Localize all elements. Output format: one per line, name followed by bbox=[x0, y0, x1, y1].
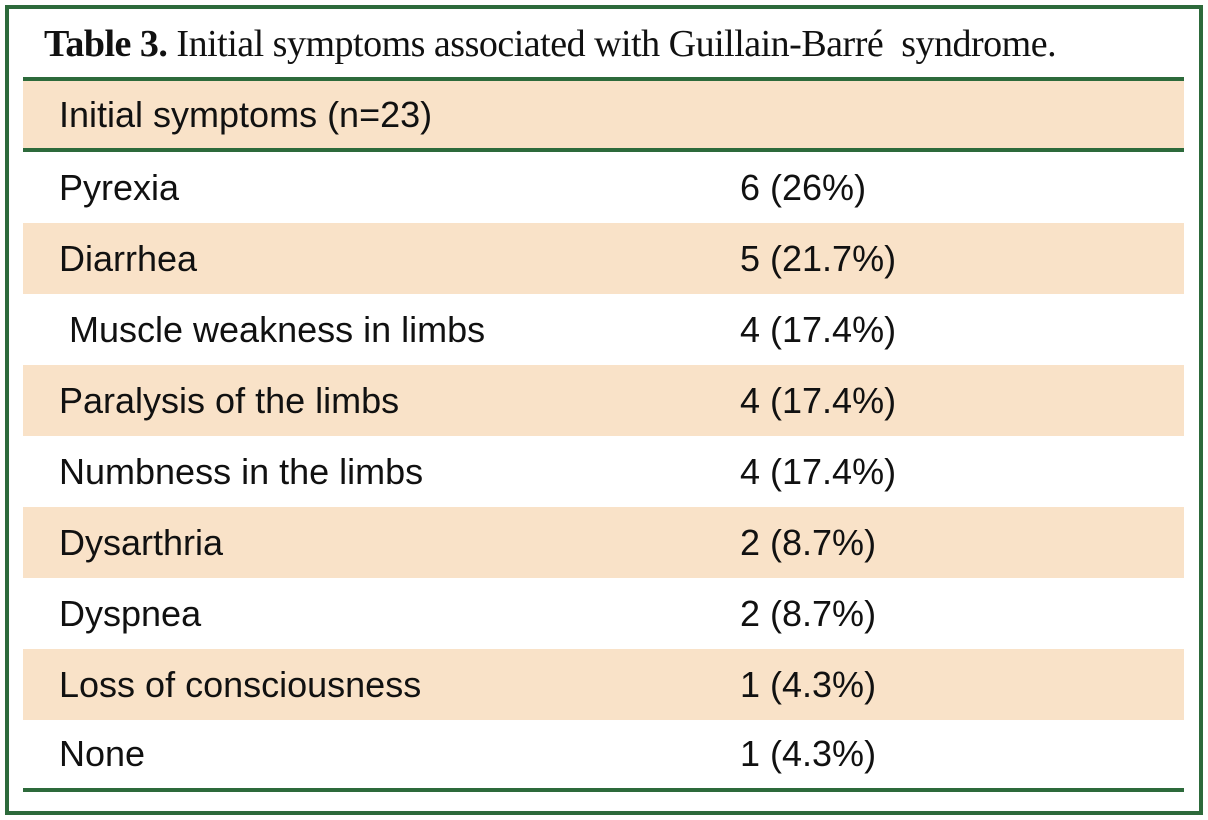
table-row: Paralysis of the limbs 4 (17.4%) bbox=[23, 365, 1184, 436]
count-cell: 4 (17.4%) bbox=[740, 379, 897, 421]
table-row: Diarrhea 5 (21.7%) bbox=[23, 223, 1184, 294]
symptom-cell: None bbox=[59, 733, 146, 774]
count-cell: 2 (8.7%) bbox=[740, 521, 877, 563]
bottom-rule bbox=[23, 788, 1184, 792]
table-row: Dysarthria 2 (8.7%) bbox=[23, 507, 1184, 578]
symptom-cell: Numbness in the limbs bbox=[59, 450, 424, 492]
header-rule bbox=[23, 148, 1184, 152]
top-rule bbox=[23, 77, 1184, 81]
table-header-cell: Initial symptoms (n=23) bbox=[59, 93, 433, 135]
symptom-cell: Paralysis of the limbs bbox=[59, 379, 400, 421]
table-row: Dyspnea 2 (8.7%) bbox=[23, 578, 1184, 649]
symptom-cell: Dyspnea bbox=[59, 592, 202, 634]
table-caption-label: Table 3. bbox=[44, 23, 168, 65]
count-cell: 4 (17.4%) bbox=[740, 450, 897, 492]
symptom-cell: Muscle weakness in limbs bbox=[59, 308, 486, 350]
table-header-row: Initial symptoms (n=23) bbox=[23, 81, 1184, 148]
symptom-cell: Diarrhea bbox=[59, 237, 198, 279]
symptom-cell: Dysarthria bbox=[59, 521, 224, 563]
table-caption-text: Initial symptoms associated with Guillai… bbox=[167, 23, 1057, 65]
table-caption: Table 3. Initial symptoms associated wit… bbox=[44, 14, 1057, 74]
count-cell: 1 (4.3%) bbox=[740, 733, 877, 774]
count-cell: 1 (4.3%) bbox=[740, 663, 877, 705]
table-row: Loss of consciousness 1 (4.3%) bbox=[23, 649, 1184, 720]
table-row: None 1 (4.3%) bbox=[23, 720, 1184, 788]
table-row: Muscle weakness in limbs 4 (17.4%) bbox=[23, 294, 1184, 365]
table-row: Numbness in the limbs 4 (17.4%) bbox=[23, 436, 1184, 507]
symptom-cell: Loss of consciousness bbox=[59, 663, 422, 705]
count-cell: 5 (21.7%) bbox=[740, 237, 897, 279]
table-row: Pyrexia 6 (26%) bbox=[23, 152, 1184, 223]
count-cell: 4 (17.4%) bbox=[740, 308, 897, 350]
count-cell: 6 (26%) bbox=[740, 166, 867, 208]
count-cell: 2 (8.7%) bbox=[740, 592, 877, 634]
symptom-cell: Pyrexia bbox=[59, 166, 180, 208]
